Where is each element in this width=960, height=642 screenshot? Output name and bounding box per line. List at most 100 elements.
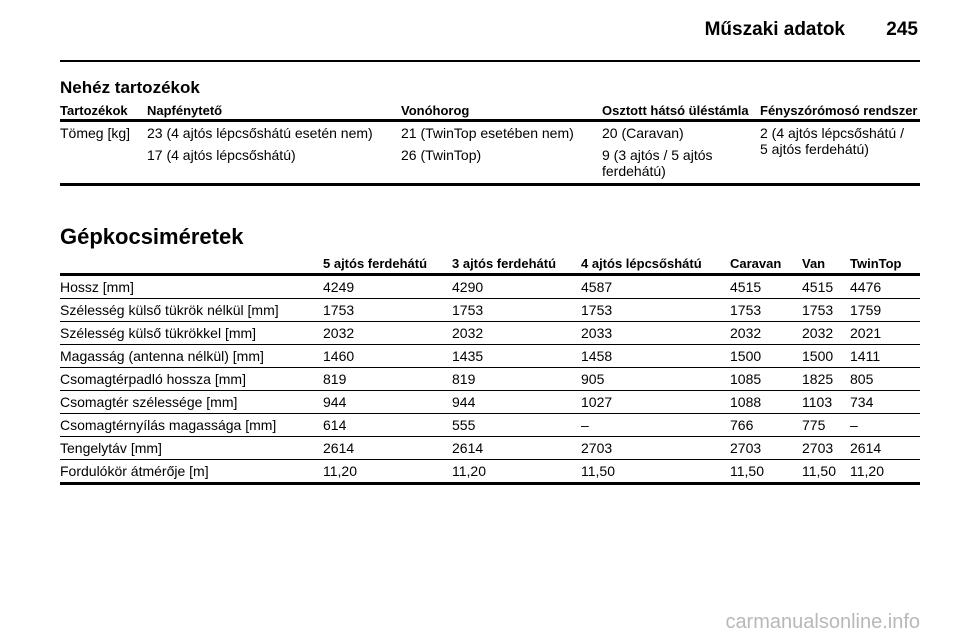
- cell-text: 21 (TwinTop esetében nem): [401, 125, 574, 141]
- table-row: Tengelytáv [mm] 2614 2614 2703 2703 2703 2614: [60, 436, 920, 460]
- table-cell: 2614: [850, 436, 920, 460]
- table-cell: –: [581, 413, 730, 437]
- table-cell: 1753: [452, 298, 581, 322]
- table-cell: 819: [323, 367, 452, 391]
- table-cell: 2032: [323, 321, 452, 345]
- table-cell: 1027: [581, 390, 730, 414]
- dimensions-table: 5 ajtós ferdehátú 3 ajtós ferdehátú 4 aj…: [60, 253, 920, 485]
- table-row: Csomagtérnyílás magassága [mm] 614 555–766…: [60, 413, 920, 437]
- row-label: Csomagtérnyílás magassága [mm]: [60, 413, 323, 437]
- table-cell: 614: [323, 413, 452, 437]
- table-cell: 819: [452, 367, 581, 391]
- table-cell: 944: [452, 390, 581, 414]
- table-cell: 1411: [850, 344, 920, 368]
- sunroof-weight-cell: 23 (4 ajtós lépcsőshátú esetén nem) 17 (…: [147, 120, 401, 186]
- row-label: Szélesség külső tükrök nélkül [mm]: [60, 298, 323, 322]
- table-cell: 2614: [452, 436, 581, 460]
- table-cell: 905: [581, 367, 730, 391]
- table-cell: 4476: [850, 274, 920, 299]
- table-cell: 11,20: [452, 459, 581, 485]
- cell-text: 20 (Caravan): [602, 125, 684, 141]
- table-cell: 4290: [452, 274, 581, 299]
- column-header: [60, 253, 323, 276]
- towbar-weight-cell: 21 (TwinTop esetében nem) 26 (TwinTop): [401, 120, 602, 186]
- watermark: carmanualsonline.info: [725, 611, 920, 633]
- page-number: 245: [886, 19, 918, 40]
- table-cell: 4587: [581, 274, 730, 299]
- table-cell: 11,50: [730, 459, 802, 485]
- dimensions-section-title: Gépkocsiméretek: [60, 224, 244, 249]
- column-header: 4 ajtós lépcsőshátú: [581, 253, 730, 276]
- table-cell: 2614: [323, 436, 452, 460]
- table-cell: 1085: [730, 367, 802, 391]
- table-cell: 1500: [730, 344, 802, 368]
- split-seat-weight-cell: 20 (Caravan) 9 (3 ajtós / 5 ajtós ferdeh…: [602, 120, 760, 186]
- table-cell: 2033: [581, 321, 730, 345]
- table-cell: 2032: [730, 321, 802, 345]
- table-row: Fordulókör átmérője [m] 11,20 11,20 11,50 11…: [60, 459, 920, 485]
- table-row: Magasság (antenna nélkül) [mm] 1460 1435 14…: [60, 344, 920, 368]
- cell-text: 17 (4 ajtós lépcsőshátú): [147, 147, 296, 163]
- table-cell: 2032: [452, 321, 581, 345]
- row-label: Fordulókör átmérője [m]: [60, 459, 323, 485]
- cell-text: 9 (3 ajtós / 5 ajtós ferdehátú): [602, 147, 713, 179]
- table-cell: 4249: [323, 274, 452, 299]
- table-cell: 4515: [802, 274, 850, 299]
- table-cell: 734: [850, 390, 920, 414]
- table-cell: 4515: [730, 274, 802, 299]
- table-cell: 1825: [802, 367, 850, 391]
- column-header: Osztott hátsó üléstámla: [602, 104, 760, 122]
- table-cell: 1753: [802, 298, 850, 322]
- table-cell: 944: [323, 390, 452, 414]
- row-label: Szélesség külső tükrökkel [mm]: [60, 321, 323, 345]
- table-cell: 1088: [730, 390, 802, 414]
- table-cell: 2703: [802, 436, 850, 460]
- cell-text: 2 (4 ajtós lépcsőshátú / 5 ajtós ferdehá…: [760, 125, 904, 157]
- table-cell: 1103: [802, 390, 850, 414]
- table-cell: 766: [730, 413, 802, 437]
- column-header: Napfénytető: [147, 104, 401, 122]
- column-header: Van: [802, 253, 850, 276]
- table-cell: 2021: [850, 321, 920, 345]
- row-label: Magasság (antenna nélkül) [mm]: [60, 344, 323, 368]
- table-cell: 2703: [730, 436, 802, 460]
- column-header: Fényszórómosó rendszer: [760, 104, 920, 122]
- column-header: 3 ajtós ferdehátú: [452, 253, 581, 276]
- row-label: Tengelytáv [mm]: [60, 436, 323, 460]
- table-cell: –: [850, 413, 920, 437]
- table-cell: 1458: [581, 344, 730, 368]
- table-cell: 1753: [323, 298, 452, 322]
- table-row: Tömeg [kg] 23 (4 ajtós lépcsőshátú eseté…: [60, 120, 920, 186]
- table-row: Hossz [mm] 4249 4290 4587 4515 4515 4476: [60, 274, 920, 299]
- column-header: Tartozékok: [60, 104, 147, 122]
- table-cell: 2032: [802, 321, 850, 345]
- column-header: TwinTop: [850, 253, 920, 276]
- table-row: Csomagtérpadló hossza [mm] 819 819 905 1085 1…: [60, 367, 920, 391]
- table-cell: 805: [850, 367, 920, 391]
- table-cell: 1500: [802, 344, 850, 368]
- table-row: Szélesség külső tükrök nélkül [mm] 1753 17…: [60, 298, 920, 322]
- table-cell: 1759: [850, 298, 920, 322]
- column-header: Vonóhorog: [401, 104, 602, 122]
- table-cell: 775: [802, 413, 850, 437]
- accessories-table: Tartozékok Napfénytető Vonóhorog Osztott…: [60, 104, 920, 186]
- accessories-header-row: Tartozékok Napfénytető Vonóhorog Osztott…: [60, 104, 920, 122]
- page-header-title: Műszaki adatok: [704, 19, 845, 40]
- table-cell: 1435: [452, 344, 581, 368]
- row-label: Hossz [mm]: [60, 274, 323, 299]
- dimensions-table-body: Hossz [mm] 4249 4290 4587 4515 4515 4476 Széles…: [60, 274, 920, 485]
- table-cell: 11,50: [581, 459, 730, 485]
- column-header: 5 ajtós ferdehátú: [323, 253, 452, 276]
- accessories-section-title: Nehéz tartozékok: [60, 78, 200, 97]
- table-cell: 11,20: [850, 459, 920, 485]
- headlamp-washer-weight-cell: 2 (4 ajtós lépcsőshátú / 5 ajtós ferdehá…: [760, 120, 920, 186]
- table-cell: 11,50: [802, 459, 850, 485]
- table-cell: 11,20: [323, 459, 452, 485]
- row-label: Tömeg [kg]: [60, 120, 147, 186]
- row-label: Csomagtérpadló hossza [mm]: [60, 367, 323, 391]
- table-cell: 555: [452, 413, 581, 437]
- cell-text: 26 (TwinTop): [401, 147, 482, 163]
- column-header: Caravan: [730, 253, 802, 276]
- table-cell: 1460: [323, 344, 452, 368]
- dimensions-header-row: 5 ajtós ferdehátú 3 ajtós ferdehátú 4 aj…: [60, 253, 920, 276]
